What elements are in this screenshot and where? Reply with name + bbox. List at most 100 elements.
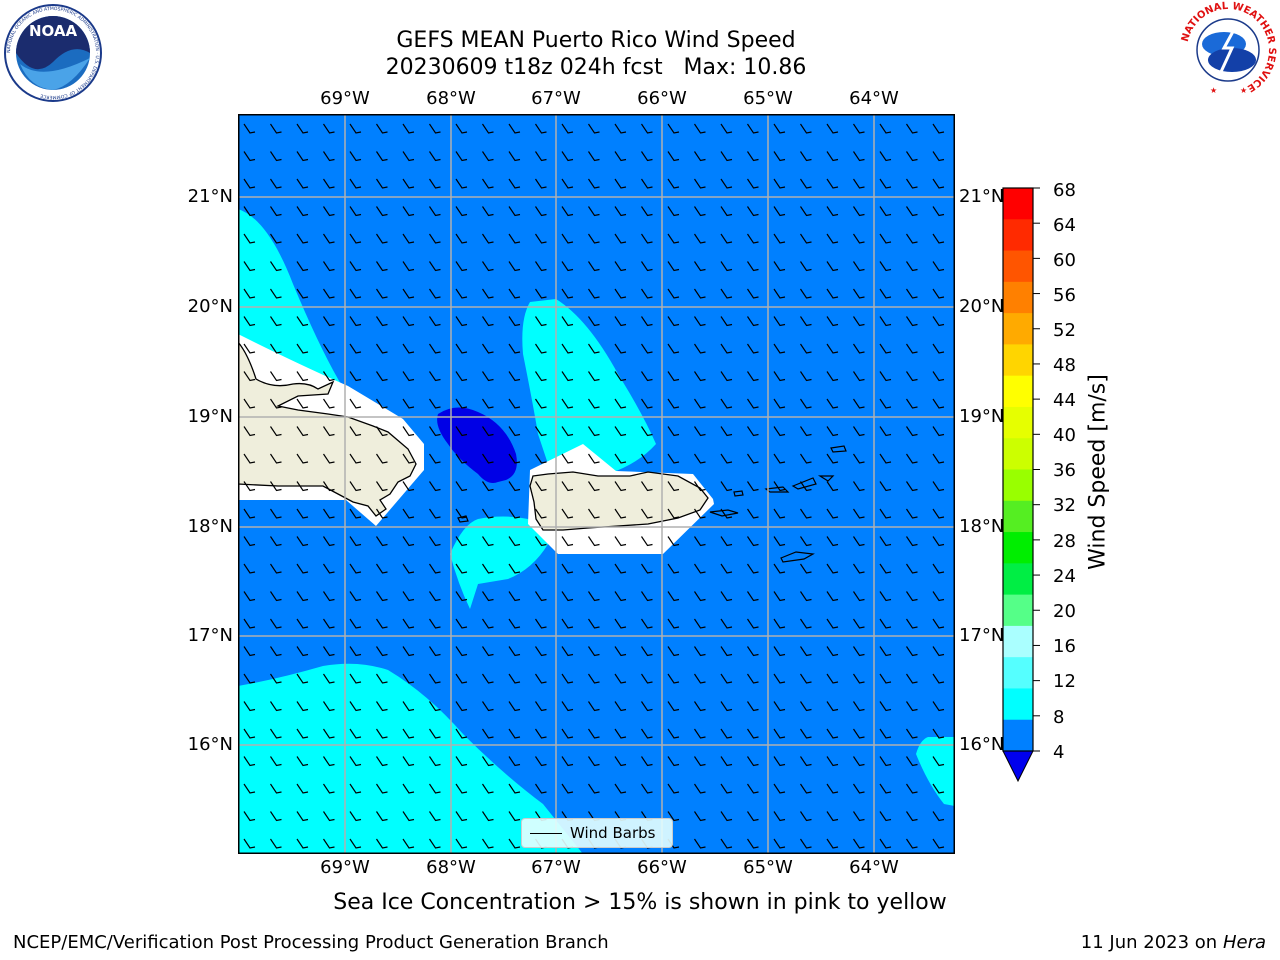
wind-barb [455,288,468,299]
wind-barb [349,618,362,629]
wind-barb [561,178,574,189]
colorbar-segment [1003,594,1033,627]
wind-barb [455,811,468,822]
wind-barb [323,206,335,217]
wind-barb [508,123,521,134]
wind-barb [296,783,309,794]
wind-barb [773,151,786,162]
wind-barb [906,398,918,409]
wind-barb [826,123,839,134]
wind-barb [853,508,865,519]
colorbar-tick-52: 52 [1053,320,1076,341]
colorbar-segment [1003,500,1033,533]
wind-barb [482,591,494,602]
wind-barb [429,316,441,327]
wind-barb [826,398,839,409]
wind-barb [800,591,812,602]
colorbar-segment [1003,719,1033,752]
wind-barb [853,371,865,382]
wind-barb [853,178,865,189]
wind-barb [667,563,680,574]
wind-barb [429,178,441,189]
wind-barb [800,646,812,657]
wind-barb [879,673,892,684]
wind-barb [376,453,388,464]
wind-barb [853,646,865,657]
wind-barb [588,508,600,519]
colorbar-tick-20: 20 [1053,601,1076,622]
wind-barb [932,288,945,299]
lat-lon-grid [238,114,954,853]
wind-barb [561,398,574,409]
wind-barb [243,453,256,464]
wind-barb [429,151,441,162]
wind-barb [429,728,441,739]
wind-barb [508,343,521,354]
wind-barb [667,123,680,134]
wind-barb [455,838,468,849]
lon-label-bottom-66w: 66°W [637,857,687,878]
wind-barb [667,508,680,519]
wind-barb [614,591,627,602]
wind-barb [296,756,309,767]
noaa-logo: NOAA NATIONAL OCEANIC AND ATMOSPHERIC AD… [4,4,102,102]
wind-barb [429,618,441,629]
wind-barb [932,206,945,217]
wind-barb [720,508,733,519]
wind-barb [853,756,865,767]
wind-barb [667,701,680,712]
wind-barb [773,838,786,849]
wind-barb [588,673,600,684]
wind-barb [853,618,865,629]
wind-barb [614,261,627,272]
wind-barb [429,536,441,547]
wind-barb [800,123,812,134]
wind-barb [455,426,468,437]
wind-barb [455,233,468,244]
wind-barb [879,508,892,519]
wind-barb [641,288,653,299]
footer-branch-text: NCEP/EMC/Verification Post Processing Pr… [13,932,609,953]
wind-barb [826,508,839,519]
wind-barb [826,316,839,327]
wind-barb [694,233,706,244]
wind-barb [402,838,415,849]
wind-barb [800,178,812,189]
wind-barb [588,591,600,602]
wind-barb [455,536,468,547]
wind-barb [667,728,680,739]
wind-barb [667,371,680,382]
wind-barb [906,123,918,134]
wind-barb [323,591,335,602]
wind-barb [243,151,256,162]
wind-barb [376,178,388,189]
wind-barb [667,398,680,409]
wind-barb [376,343,388,354]
wind-barb [773,508,786,519]
wind-barb [482,123,494,134]
wind-barb [243,371,256,382]
wind-barb [429,453,441,464]
wind-barb [720,783,733,794]
wind-barb [879,261,892,272]
wind-barb [614,151,627,162]
wind-barb [641,536,653,547]
wind-barb [747,426,759,437]
wind-barb [720,536,733,547]
wind-barb [296,618,309,629]
wind-barb [535,591,547,602]
wind-barb [270,151,282,162]
wind-barb [376,756,388,767]
wind-barb [800,618,812,629]
wind-barb [614,233,627,244]
wind-barb [826,646,839,657]
wind-barb [614,426,627,437]
wind-barb [826,178,839,189]
wind-barb [482,728,494,739]
wind-barb [402,811,415,822]
wind-barb [588,371,600,382]
wind-barb [482,316,494,327]
wind-barb [747,233,759,244]
wind-barb [243,508,256,519]
wind-barb [588,783,600,794]
